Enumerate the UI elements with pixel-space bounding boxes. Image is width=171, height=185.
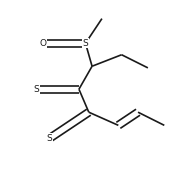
Text: S: S — [47, 134, 52, 143]
Text: S: S — [33, 85, 39, 94]
Text: O: O — [39, 39, 46, 48]
Text: S: S — [83, 39, 88, 48]
